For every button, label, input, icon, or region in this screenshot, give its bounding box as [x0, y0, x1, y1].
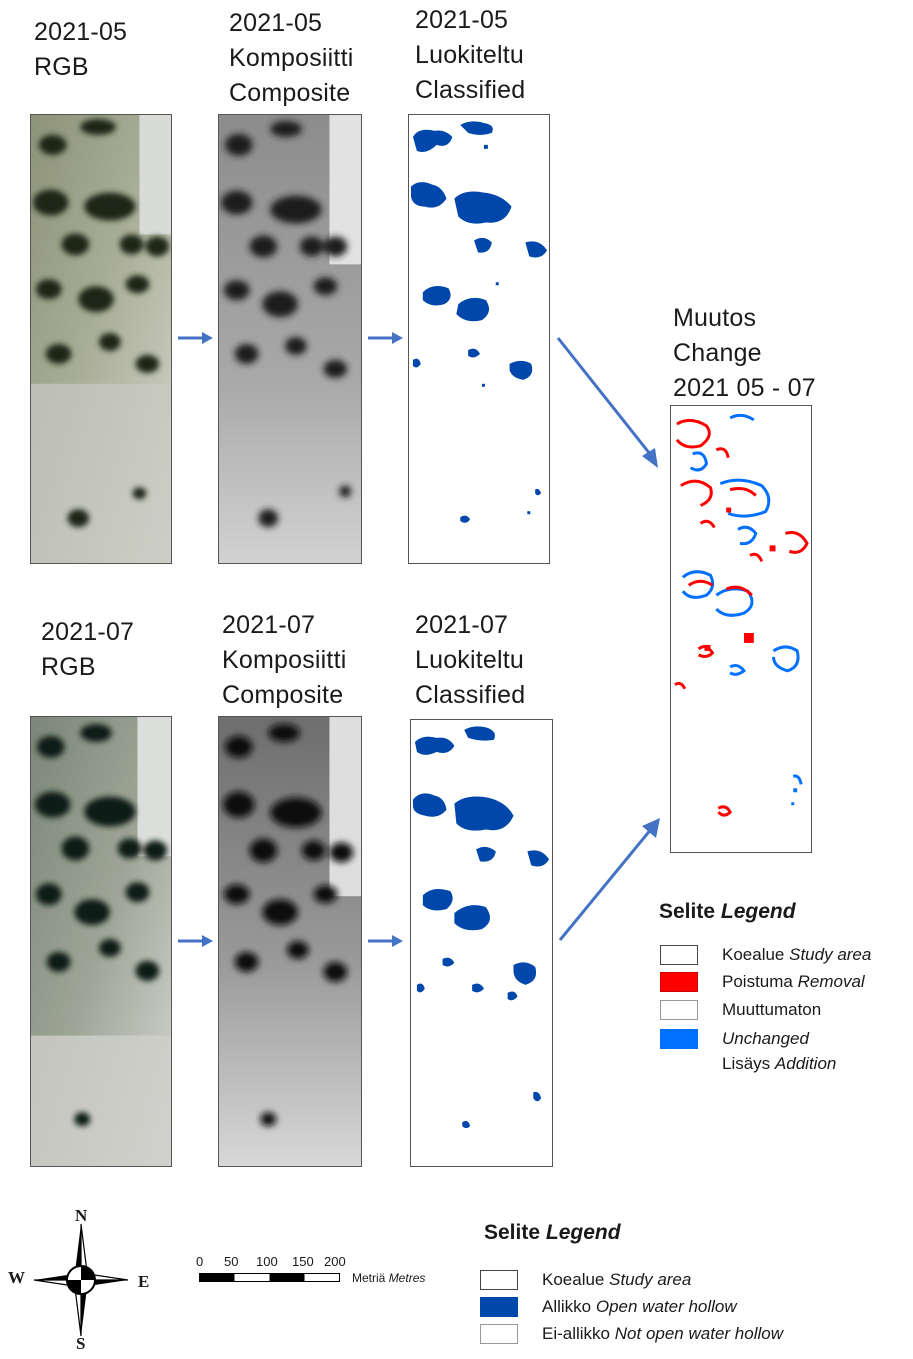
change-legend-item-removal: Poistuma Removal	[660, 972, 865, 992]
jul-composite-date: 2021-07	[222, 611, 316, 639]
north-arrow: N S W E	[6, 1206, 156, 1354]
may-composite-date: 2021-05	[229, 9, 323, 37]
change-title: Muutos Change 2021 05 - 07	[673, 301, 816, 406]
change-legend-item-study-area: Koealue Study area	[660, 945, 871, 965]
scale-tick-200: 200	[324, 1254, 346, 1269]
change-image	[670, 405, 812, 853]
addition-swatch	[660, 1029, 698, 1049]
not-water-swatch	[480, 1324, 518, 1344]
change-fi: Muutos	[673, 304, 757, 332]
jul-rgb-date: 2021-07	[41, 618, 135, 646]
class-legend-item-not-water: Ei-allikko Not open water hollow	[480, 1324, 783, 1344]
study-area-en: Study area	[789, 945, 872, 964]
may-composite-title: 2021-05 Komposiitti Composite	[229, 6, 353, 111]
may-rgb-title: 2021-05 RGB	[34, 15, 127, 85]
arrow-may-rgb-to-composite	[178, 332, 213, 344]
addition-en: Addition	[774, 1054, 837, 1073]
class-legend-item-study-area: Koealue Study area	[480, 1270, 691, 1290]
jul-classified-en: Classified	[415, 681, 526, 709]
change-legend-item-addition: Unchanged	[660, 1029, 809, 1049]
arrow-jul-classified-to-change	[558, 818, 660, 941]
may-composite-image	[218, 114, 362, 564]
not-water-fi: Ei-allikko	[542, 1324, 611, 1343]
jul-rgb-title: 2021-07 RGB	[41, 615, 134, 685]
may-composite-fi: Komposiitti	[229, 44, 354, 72]
water-en: Open water hollow	[595, 1297, 737, 1316]
jul-classified-date: 2021-07	[415, 611, 509, 639]
may-rgb-date: 2021-05	[34, 18, 128, 46]
water-fi: Allikko	[542, 1297, 592, 1316]
scale-unit-en: Metres	[388, 1271, 426, 1285]
study-area-swatch	[660, 945, 698, 965]
study-area-fi: Koealue	[722, 945, 785, 964]
jul-composite-image	[218, 716, 362, 1167]
compass-n: N	[75, 1206, 88, 1225]
may-classified-title: 2021-05 Luokiteltu Classified	[415, 3, 525, 108]
compass-s: S	[76, 1334, 86, 1353]
class-study-area-en: Study area	[609, 1270, 692, 1289]
may-classified-image	[408, 114, 550, 564]
compass-rose-icon	[33, 1223, 129, 1337]
scale-bar	[199, 1273, 340, 1282]
unchanged-en: Unchanged	[722, 1029, 809, 1048]
jul-classified-image	[410, 719, 553, 1167]
jul-composite-fi: Komposiitti	[222, 646, 347, 674]
may-rgb-type: RGB	[34, 53, 89, 81]
scale-unit-fi: Metriä	[352, 1271, 386, 1285]
may-composite-en: Composite	[229, 79, 351, 107]
unchanged-swatch	[660, 1000, 698, 1020]
class-study-area-fi: Koealue	[542, 1270, 605, 1289]
class-legend-title-en: Legend	[545, 1221, 621, 1244]
may-rgb-image	[30, 114, 172, 564]
arrow-may-classified-to-change	[556, 337, 658, 468]
change-legend-item-unchanged: Muuttumaton	[660, 1000, 821, 1020]
not-water-en: Not open water hollow	[614, 1324, 783, 1343]
compass-e: E	[138, 1272, 150, 1291]
water-swatch	[480, 1297, 518, 1317]
jul-composite-title: 2021-07 Komposiitti Composite	[222, 608, 346, 713]
compass-w: W	[8, 1268, 25, 1287]
arrow-jul-composite-to-classified	[368, 935, 403, 947]
scale-tick-0: 0	[196, 1254, 204, 1269]
change-legend-title-fi: Selite	[659, 900, 716, 923]
class-legend-title: Selite Legend	[484, 1221, 621, 1245]
removal-fi: Poistuma	[722, 972, 793, 991]
scale-tick-50: 50	[224, 1254, 239, 1269]
scale-unit: Metriä Metres	[352, 1271, 425, 1285]
unchanged-fi: Muuttumaton	[722, 1000, 822, 1019]
jul-rgb-type: RGB	[41, 653, 96, 681]
class-legend-title-fi: Selite	[484, 1221, 541, 1244]
jul-composite-en: Composite	[222, 681, 344, 709]
removal-swatch	[660, 972, 698, 992]
addition-fi: Lisäys	[722, 1054, 771, 1073]
jul-rgb-image	[30, 716, 172, 1167]
jul-classified-fi: Luokiteltu	[415, 646, 525, 674]
jul-classified-title: 2021-07 Luokiteltu Classified	[415, 608, 525, 713]
may-classified-date: 2021-05	[415, 6, 509, 34]
may-classified-en: Classified	[415, 76, 526, 104]
change-en: Change	[673, 339, 762, 367]
scale-tick-150: 150	[292, 1254, 314, 1269]
class-legend-item-water: Allikko Open water hollow	[480, 1297, 737, 1317]
change-legend-title-en: Legend	[720, 900, 796, 923]
arrow-may-composite-to-classified	[368, 332, 403, 344]
scale-tick-100: 100	[256, 1254, 278, 1269]
change-legend-title: Selite Legend	[659, 900, 796, 924]
change-period: 2021 05 - 07	[673, 374, 816, 402]
arrow-jul-rgb-to-composite	[178, 935, 213, 947]
may-classified-fi: Luokiteltu	[415, 41, 525, 69]
change-legend-item-addition-label: Lisäys Addition	[722, 1054, 836, 1074]
class-study-area-swatch	[480, 1270, 518, 1290]
removal-en: Removal	[797, 972, 865, 991]
